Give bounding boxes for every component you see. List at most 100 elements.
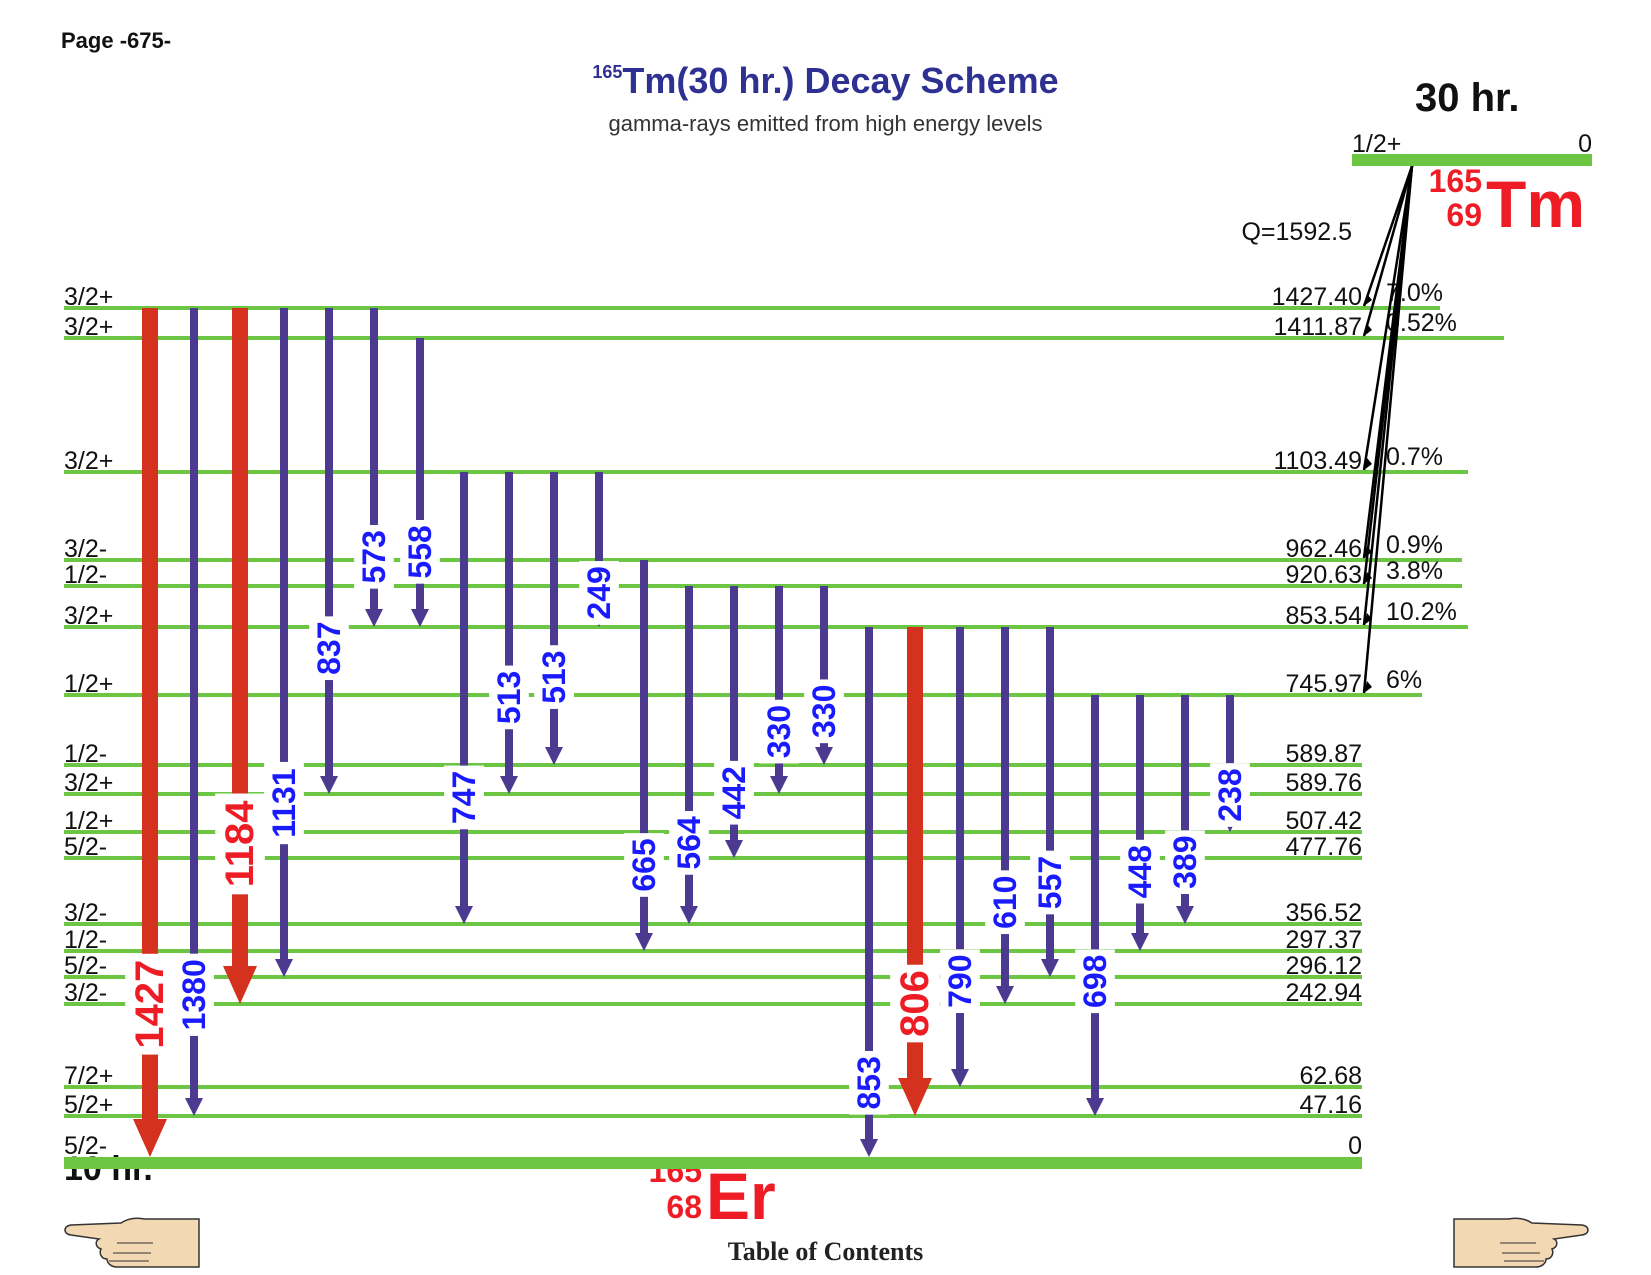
gamma-arrowhead xyxy=(815,747,833,765)
beta-feeding-percent: 3.8% xyxy=(1386,557,1443,585)
level-line xyxy=(64,792,1362,796)
beta-arrowhead xyxy=(1364,294,1372,306)
gamma-arrowhead xyxy=(411,609,429,627)
energy-level: 1/2- 589.87 xyxy=(64,740,1362,768)
gamma-label-background xyxy=(309,616,349,681)
level-spin: 3/2+ xyxy=(64,447,113,475)
level-spin: 3/2- xyxy=(64,979,107,1007)
level-energy: 853.54 xyxy=(1286,602,1363,630)
gamma-energy-label: 330 xyxy=(761,705,797,758)
level-energy: 589.87 xyxy=(1286,740,1362,768)
gamma-label-background xyxy=(940,949,980,1014)
gamma-arrowhead xyxy=(185,1098,203,1116)
gamma-label-background xyxy=(890,964,940,1043)
level-spin: 5/2- xyxy=(64,833,107,861)
gamma-energy-label: 513 xyxy=(536,650,572,703)
gamma-label-background xyxy=(1075,949,1115,1014)
level-line xyxy=(64,558,1462,562)
gamma-label-background xyxy=(534,645,574,709)
level-line xyxy=(64,693,1422,697)
diagram-subtitle: gamma-rays emitted from high energy leve… xyxy=(608,111,1043,136)
beta-feeding-percent: 0.7% xyxy=(1386,443,1443,471)
gamma-shaft xyxy=(820,586,828,748)
gamma-label-background xyxy=(215,793,265,895)
level-spin: 1/2- xyxy=(64,740,107,768)
level-line xyxy=(64,306,1440,310)
gamma-transition: 747 xyxy=(444,472,484,924)
gamma-shaft xyxy=(730,586,738,841)
gamma-label-background xyxy=(1210,763,1250,827)
page-number: Page -675- xyxy=(61,28,172,53)
gamma-shaft xyxy=(640,560,648,934)
gamma-transition: 837 xyxy=(309,308,349,794)
gamma-shaft xyxy=(190,308,198,1099)
gamma-arrowhead xyxy=(996,986,1014,1004)
gamma-transition: 513 xyxy=(534,472,574,765)
parent-symbol: Tm xyxy=(1486,167,1585,241)
gamma-shaft xyxy=(775,586,783,777)
level-spin: 1/2- xyxy=(64,926,107,954)
level-spin: 3/2+ xyxy=(64,602,113,630)
level-spin: 1/2- xyxy=(64,561,107,589)
gamma-energy-label: 610 xyxy=(987,876,1023,929)
level-energy: 589.76 xyxy=(1286,769,1362,797)
gamma-shaft xyxy=(595,472,603,610)
gamma-label-background xyxy=(1165,830,1205,895)
energy-level: 3/2+ 853.54 10.2% xyxy=(64,598,1468,630)
pointing-hand-left-icon[interactable] xyxy=(61,1213,201,1269)
gamma-shaft xyxy=(865,627,873,1140)
gamma-label-background xyxy=(354,524,394,589)
title-mass-number: 165 xyxy=(592,62,623,82)
level-energy: 1411.87 xyxy=(1273,313,1362,341)
gamma-transition: 513 xyxy=(489,472,529,794)
gamma-transition: 448 xyxy=(1120,695,1160,951)
gamma-transition: 389 xyxy=(1165,695,1205,924)
beta-arrowhead xyxy=(1364,681,1372,693)
beta-feeding-arrows xyxy=(1362,165,1414,694)
gamma-shaft xyxy=(550,472,558,748)
pointing-hand-right-icon[interactable] xyxy=(1452,1213,1592,1269)
level-spin: 7/2+ xyxy=(64,1062,113,1090)
gamma-label-background xyxy=(444,765,484,830)
gamma-arrowhead xyxy=(365,609,383,627)
beta-arrowhead xyxy=(1364,458,1372,470)
level-energy: 297.37 xyxy=(1286,926,1362,954)
energy-level: 3/2- 242.94 xyxy=(64,979,1362,1007)
gamma-transition: 1427 xyxy=(125,308,175,1157)
level-spin: 5/2- xyxy=(64,1132,107,1160)
gamma-energy-label: 330 xyxy=(806,685,842,738)
gamma-arrowhead xyxy=(1176,906,1194,924)
energy-level: 1/2+ 507.42 xyxy=(64,807,1362,835)
daughter-nuclide-label: 165 68 Er xyxy=(632,1155,812,1235)
level-line xyxy=(64,922,1362,926)
gamma-arrowhead xyxy=(898,1078,932,1116)
gamma-shaft xyxy=(956,627,964,1070)
level-line xyxy=(64,625,1468,629)
gamma-arrowhead xyxy=(223,966,257,1004)
title-text: Tm(30 hr.) Decay Scheme xyxy=(622,60,1059,101)
gamma-energy-label: 558 xyxy=(402,525,438,578)
parent-energy: 0 xyxy=(1578,130,1592,158)
gamma-arrowhead xyxy=(1041,959,1059,977)
gamma-label-background xyxy=(579,561,619,625)
gamma-shaft xyxy=(505,472,513,777)
beta-feeding-arrow xyxy=(1362,165,1414,694)
gamma-energy-label: 747 xyxy=(446,771,482,824)
energy-level: 3/2+ 1427.40 7.0% xyxy=(64,279,1443,311)
gamma-energy-label: 1427 xyxy=(128,960,172,1049)
level-spin: 5/2+ xyxy=(64,1091,113,1119)
table-of-contents-link[interactable]: Table of Contents xyxy=(727,1237,924,1266)
gamma-transition: 1184 xyxy=(215,308,265,1004)
gamma-transition: 564 xyxy=(669,586,709,924)
gamma-energy-label: 1184 xyxy=(218,800,262,888)
gamma-energy-label: 442 xyxy=(716,766,752,819)
parent-level: 1/2+ 0 Q=1592.5 xyxy=(1241,130,1592,246)
gamma-shaft xyxy=(280,308,288,960)
energy-level: 5/2- 296.12 xyxy=(64,952,1362,980)
parent-spin: 1/2+ xyxy=(1352,130,1401,158)
level-energy: 47.16 xyxy=(1299,1091,1362,1119)
level-line xyxy=(64,584,1462,588)
gamma-energy-label: 448 xyxy=(1122,845,1158,898)
